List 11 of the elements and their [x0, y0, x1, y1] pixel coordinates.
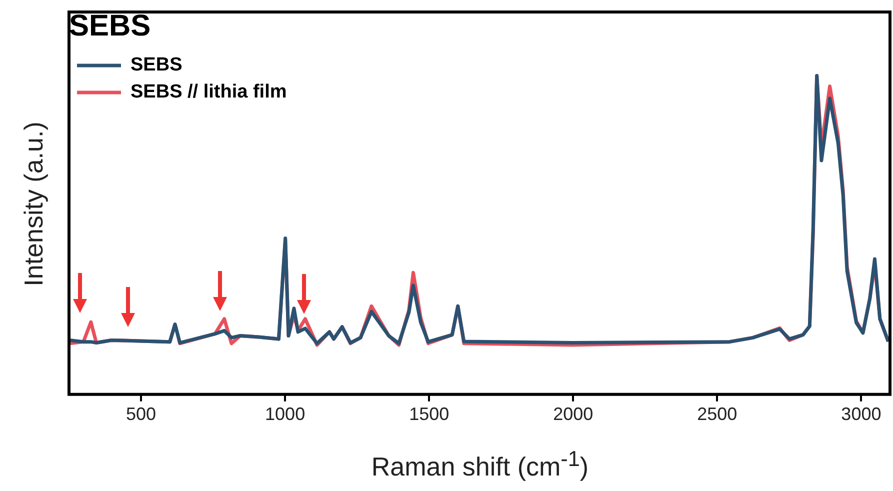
x-axis-title: Raman shift (cm$^{-1}$) — [370, 446, 590, 483]
legend-label: SEBS // lithia film — [130, 82, 287, 103]
x-tick-label: 2500 — [697, 404, 738, 424]
y-axis-title: Intensity (a.u.) — [18, 122, 50, 286]
x-tick-label: 1000 — [265, 404, 306, 424]
x-tick-label: 500 — [126, 404, 156, 424]
legend-label: SEBS — [130, 54, 182, 76]
legend-title: SEBS — [69, 9, 151, 42]
x-tick-label: 2000 — [553, 404, 594, 424]
x-tick-label: 3000 — [841, 404, 882, 424]
x-tick-label: 1500 — [409, 404, 450, 424]
